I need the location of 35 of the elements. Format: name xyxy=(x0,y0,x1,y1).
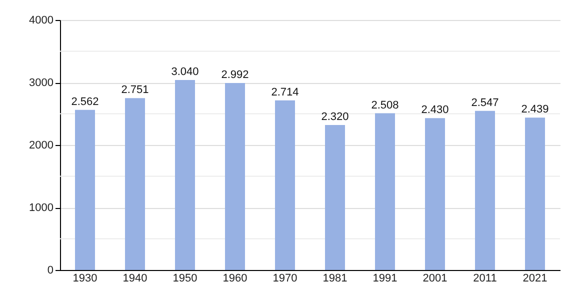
x-tick-label: 1970 xyxy=(272,272,298,284)
x-tick-label: 1981 xyxy=(322,272,348,284)
bar xyxy=(325,125,345,270)
x-tick-label: 2011 xyxy=(473,272,497,284)
x-tick-label: 1960 xyxy=(222,272,248,284)
data-label: 2.562 xyxy=(71,96,99,108)
data-label: 2.547 xyxy=(471,96,499,109)
x-tick-label: 2021 xyxy=(522,272,548,284)
bar xyxy=(475,110,495,270)
data-label: 2.508 xyxy=(371,99,399,112)
data-label: 2.751 xyxy=(121,84,149,96)
data-label: 2.992 xyxy=(221,69,249,81)
y-tick-label: 3000 xyxy=(29,77,54,89)
y-tick-label: 2000 xyxy=(29,140,54,152)
bar xyxy=(175,80,195,270)
x-tick-label: 1950 xyxy=(172,272,198,284)
data-label: 2.714 xyxy=(271,86,299,98)
bar xyxy=(425,118,445,270)
bar xyxy=(375,113,395,270)
bar xyxy=(225,83,245,270)
x-tick-label: 1940 xyxy=(122,272,148,284)
data-label: 2.430 xyxy=(421,104,449,116)
data-label: 2.439 xyxy=(521,104,549,116)
bar xyxy=(275,100,295,270)
bar xyxy=(125,98,145,270)
y-tick-label: 4000 xyxy=(29,14,54,26)
y-tick-label: 0 xyxy=(47,264,54,276)
bar xyxy=(75,110,95,270)
x-tick-label: 1930 xyxy=(72,272,98,284)
x-tick-label: 2001 xyxy=(422,272,448,284)
y-tick-label: 1000 xyxy=(29,202,54,214)
bar xyxy=(525,118,545,270)
x-tick-label: 1991 xyxy=(372,272,398,284)
data-label: 3.040 xyxy=(171,66,199,78)
data-label: 2.320 xyxy=(321,111,349,123)
